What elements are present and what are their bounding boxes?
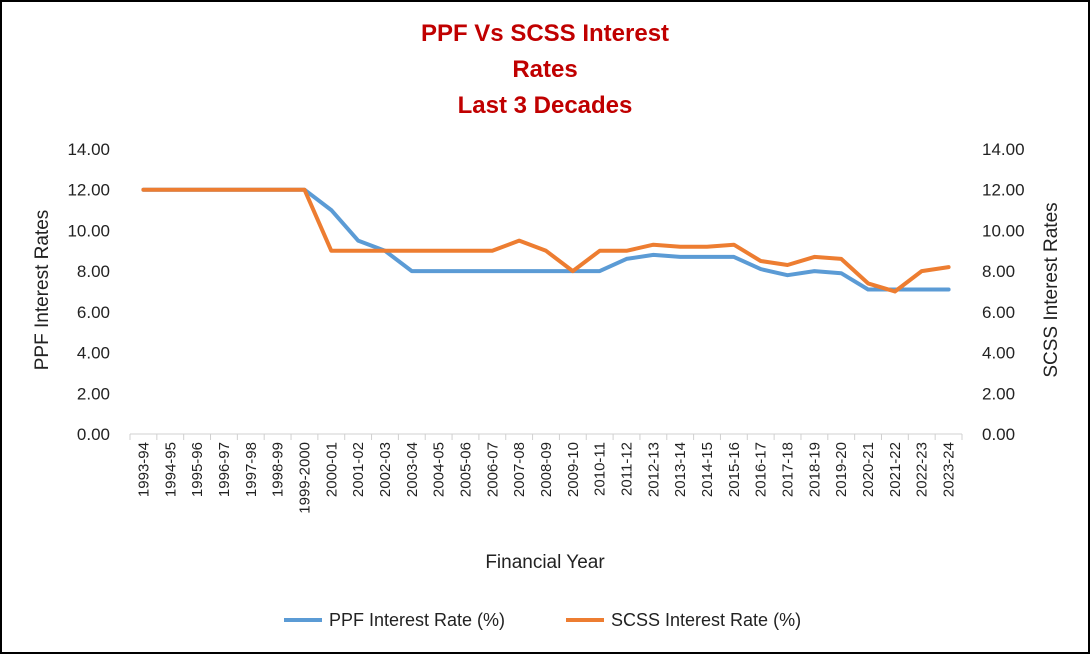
left-y-tick-label: 0.00 xyxy=(77,425,110,444)
x-tick-label: 2020-21 xyxy=(860,442,877,497)
series-line-ppf xyxy=(141,187,951,292)
x-tick-label: 2018-19 xyxy=(806,442,823,497)
x-tick-label: 2009-10 xyxy=(565,442,582,497)
x-tick-label: 2002-03 xyxy=(377,442,394,497)
x-tick-label: 1999-2000 xyxy=(296,442,313,514)
right-y-tick-label: 2.00 xyxy=(982,384,1015,403)
x-tick-label: 2022-23 xyxy=(914,442,931,497)
right-y-tick-label: 14.00 xyxy=(982,140,1025,159)
x-tick-label: 2015-16 xyxy=(726,442,743,497)
x-tick-label: 2005-06 xyxy=(457,442,474,497)
right-y-tick-label: 4.00 xyxy=(982,344,1015,363)
left-y-tick-label: 12.00 xyxy=(67,181,110,200)
x-tick-label: 2008-09 xyxy=(538,442,555,497)
right-y-tick-label: 6.00 xyxy=(982,303,1015,322)
x-tick-label: 2017-18 xyxy=(780,442,797,497)
x-tick-label: 2021-22 xyxy=(887,442,904,497)
legend-label-ppf: PPF Interest Rate (%) xyxy=(329,610,505,630)
x-tick-label: 2001-02 xyxy=(350,442,367,497)
right-y-tick-label: 12.00 xyxy=(982,181,1025,200)
legend-label-scss: SCSS Interest Rate (%) xyxy=(611,610,801,630)
left-y-tick-label: 2.00 xyxy=(77,384,110,403)
x-tick-label: 2019-20 xyxy=(833,442,850,497)
series-line-scss xyxy=(141,187,951,294)
x-tick-label: 2010-11 xyxy=(592,442,609,496)
left-y-tick-label: 4.00 xyxy=(77,344,110,363)
x-tick-label: 2011-12 xyxy=(619,442,636,496)
right-y-tick-label: 0.00 xyxy=(982,425,1015,444)
chart-title-line-1: PPF Vs SCSS Interest xyxy=(420,20,670,47)
x-axis-title: Financial Year xyxy=(485,552,605,573)
x-axis: 1993-94 1994-95 1995-96 1996-97 1997-98 1998-… xyxy=(129,434,963,514)
x-tick-label: 2014-15 xyxy=(699,442,716,497)
right-y-axis: 0.00 2.00 4.00 6.00 8.00 10.00 12.00 14.00 xyxy=(982,140,1025,444)
left-y-axis-title: PPF Interest Rates xyxy=(32,210,53,371)
legend: PPF Interest Rate (%) SCSS Interest Rate… xyxy=(284,610,801,630)
x-tick-label: 2004-05 xyxy=(431,442,448,497)
right-y-tick-label: 10.00 xyxy=(982,221,1025,240)
x-tick-label: 1994-95 xyxy=(162,442,179,497)
x-tick-label: 1993-94 xyxy=(135,442,152,497)
right-y-tick-label: 8.00 xyxy=(982,262,1015,281)
x-tick-label: 1998-99 xyxy=(270,442,287,497)
chart-title-line-2: Rates xyxy=(512,56,578,83)
x-tick-label: 2006-07 xyxy=(484,442,501,497)
left-y-tick-label: 14.00 xyxy=(67,140,110,159)
x-tick-label: 2016-17 xyxy=(753,442,770,497)
right-y-axis-title: SCSS Interest Rates xyxy=(1041,202,1062,377)
chart-title-line-3: Last 3 Decades xyxy=(457,92,633,119)
x-tick-label: 2003-04 xyxy=(404,442,421,497)
x-tick-label: 2000-01 xyxy=(323,442,340,497)
x-tick-label: 2023-24 xyxy=(941,442,958,497)
x-tick-label: 2013-14 xyxy=(672,442,689,497)
x-tick-label: 2012-13 xyxy=(645,442,662,497)
x-tick-label: 1996-97 xyxy=(216,442,233,497)
x-tick-label: 2007-08 xyxy=(511,442,528,497)
left-y-tick-label: 6.00 xyxy=(77,303,110,322)
series-lines xyxy=(141,187,951,294)
left-y-tick-label: 10.00 xyxy=(67,221,110,240)
left-y-tick-label: 8.00 xyxy=(77,262,110,281)
x-tick-label: 1995-96 xyxy=(189,442,206,497)
left-y-axis: 0.00 2.00 4.00 6.00 8.00 10.00 12.00 14.00 xyxy=(67,140,110,444)
x-tick-label: 1997-98 xyxy=(243,442,260,497)
